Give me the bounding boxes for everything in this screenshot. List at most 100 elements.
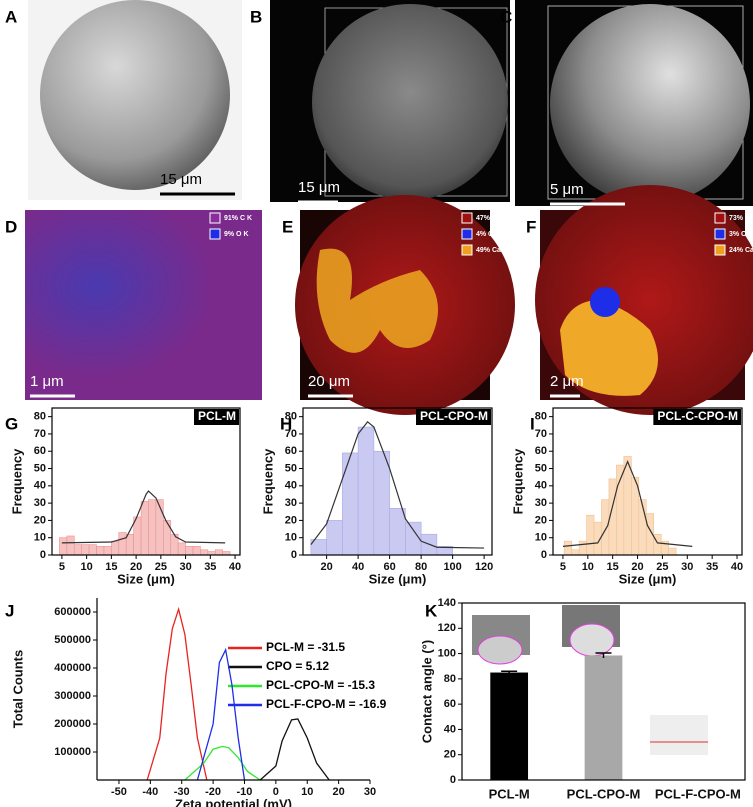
histogram-bar bbox=[200, 549, 209, 556]
x-tick-label: 35 bbox=[204, 561, 216, 573]
y-tick-label: 50 bbox=[535, 462, 547, 474]
y-tick-label: 70 bbox=[285, 428, 297, 440]
scale-bar-label: 15 μm bbox=[298, 179, 340, 196]
x-tick-label: 15 bbox=[105, 561, 117, 573]
x-tick-label: 60 bbox=[384, 561, 396, 573]
y-tick-label: 80 bbox=[285, 411, 297, 423]
y-tick-label: 10 bbox=[285, 532, 297, 544]
x-tick-label: -40 bbox=[142, 786, 158, 798]
panel-letter: F bbox=[526, 217, 536, 236]
fit-curve bbox=[562, 460, 693, 547]
y-tick-label: 200000 bbox=[54, 718, 91, 730]
bar bbox=[584, 655, 623, 780]
x-tick-label: 20 bbox=[332, 786, 344, 798]
y-axis-label: Frequency bbox=[9, 448, 24, 515]
sem-images bbox=[25, 0, 753, 755]
chart-title: PCL-M bbox=[198, 409, 236, 423]
histogram-bar bbox=[586, 514, 595, 556]
y-tick-label: 20 bbox=[535, 514, 547, 526]
y-tick-label: 500000 bbox=[54, 634, 91, 646]
y-tick-label: 40 bbox=[535, 480, 547, 492]
histogram-bar bbox=[192, 546, 201, 556]
y-axis-label: Frequency bbox=[260, 448, 275, 515]
y-tick-label: 10 bbox=[535, 532, 547, 544]
scale-bar-label: 5 μm bbox=[550, 181, 584, 198]
y-tick-label: 50 bbox=[285, 462, 297, 474]
histogram-bar bbox=[155, 499, 164, 556]
scale-bar-label: 2 μm bbox=[550, 373, 584, 390]
legend-label: PCL-CPO-M = -15.3 bbox=[266, 678, 375, 692]
legend-label: 9% O K bbox=[224, 231, 249, 238]
y-axis-label: Contact angle (°) bbox=[419, 640, 434, 743]
panel-letter: I bbox=[530, 414, 535, 433]
x-tick-label: -30 bbox=[174, 786, 190, 798]
legend-swatch bbox=[209, 212, 221, 224]
title-box bbox=[416, 409, 491, 425]
histogram-bar bbox=[81, 544, 90, 556]
x-tick-label: 25 bbox=[656, 561, 668, 573]
x-tick-label: 30 bbox=[681, 561, 693, 573]
legend-label: 24% CaK bbox=[729, 247, 753, 254]
histogram-bar bbox=[103, 546, 112, 556]
histogram-bar bbox=[563, 540, 572, 556]
x-tick-label: -20 bbox=[205, 786, 221, 798]
histogram-bar bbox=[163, 520, 172, 556]
y-tick-label: 60 bbox=[444, 698, 456, 710]
legend-swatch bbox=[714, 228, 726, 240]
histogram-bar bbox=[118, 532, 127, 556]
histogram-bar bbox=[342, 452, 359, 556]
x-tick-label: -10 bbox=[237, 786, 253, 798]
histogram-bar bbox=[59, 537, 68, 556]
scale-bar-label: 20 μm bbox=[308, 373, 350, 390]
legend-label: CPO = 5.12 bbox=[266, 659, 329, 673]
y-tick-label: 600000 bbox=[54, 606, 91, 618]
y-tick-label: 10 bbox=[34, 532, 46, 544]
y-axis-label: Total Counts bbox=[10, 650, 25, 728]
line-series bbox=[196, 647, 246, 781]
y-tick-label: 0 bbox=[291, 549, 297, 561]
y-tick-label: 80 bbox=[535, 411, 547, 423]
y-tick-label: 140 bbox=[438, 597, 456, 609]
y-tick-label: 100 bbox=[438, 647, 456, 659]
x-tick-label: 40 bbox=[352, 561, 364, 573]
histogram-bar bbox=[73, 544, 82, 556]
x-tick-label: PCL-M bbox=[489, 786, 530, 801]
legend-label: 47% C K bbox=[476, 215, 504, 222]
microsphere bbox=[312, 4, 508, 200]
y-tick-label: 20 bbox=[285, 514, 297, 526]
inset-k bbox=[472, 605, 708, 755]
x-axis-label: Size (μm) bbox=[369, 571, 427, 586]
x-tick-label: 5 bbox=[560, 561, 566, 573]
line-series bbox=[146, 606, 208, 781]
y-tick-label: 100000 bbox=[54, 746, 91, 758]
panel-letter: J bbox=[5, 601, 14, 620]
title-box bbox=[653, 409, 741, 425]
legend-swatch bbox=[461, 212, 473, 224]
panel-letter: D bbox=[5, 217, 17, 236]
y-tick-label: 40 bbox=[444, 723, 456, 735]
histogram-bar bbox=[214, 549, 223, 556]
x-tick-label: 10 bbox=[582, 561, 594, 573]
y-tick-label: 20 bbox=[444, 749, 456, 761]
histogram-bar bbox=[133, 516, 142, 556]
chart-title: PCL-CPO-M bbox=[420, 409, 488, 423]
x-tick-label: 20 bbox=[321, 561, 333, 573]
histogram-bar bbox=[140, 501, 149, 556]
fit-curve bbox=[310, 420, 485, 549]
y-tick-label: 60 bbox=[34, 445, 46, 457]
legend-label: 73% C K bbox=[729, 215, 753, 222]
panel-letter: B bbox=[250, 7, 262, 26]
y-tick-label: 70 bbox=[535, 428, 547, 440]
panel-letter: K bbox=[425, 601, 438, 620]
image-d bbox=[25, 210, 262, 400]
y-tick-label: 60 bbox=[285, 445, 297, 457]
histogram-bar bbox=[96, 546, 105, 556]
panel-letter: G bbox=[5, 414, 18, 433]
calcium-map bbox=[560, 300, 658, 396]
x-axis-label: Size (μm) bbox=[117, 571, 175, 586]
x-tick-label: 15 bbox=[607, 561, 619, 573]
line-series bbox=[184, 745, 261, 781]
legend-swatch bbox=[209, 228, 221, 240]
calcium-map bbox=[316, 248, 438, 353]
histogram-bar bbox=[326, 520, 343, 556]
